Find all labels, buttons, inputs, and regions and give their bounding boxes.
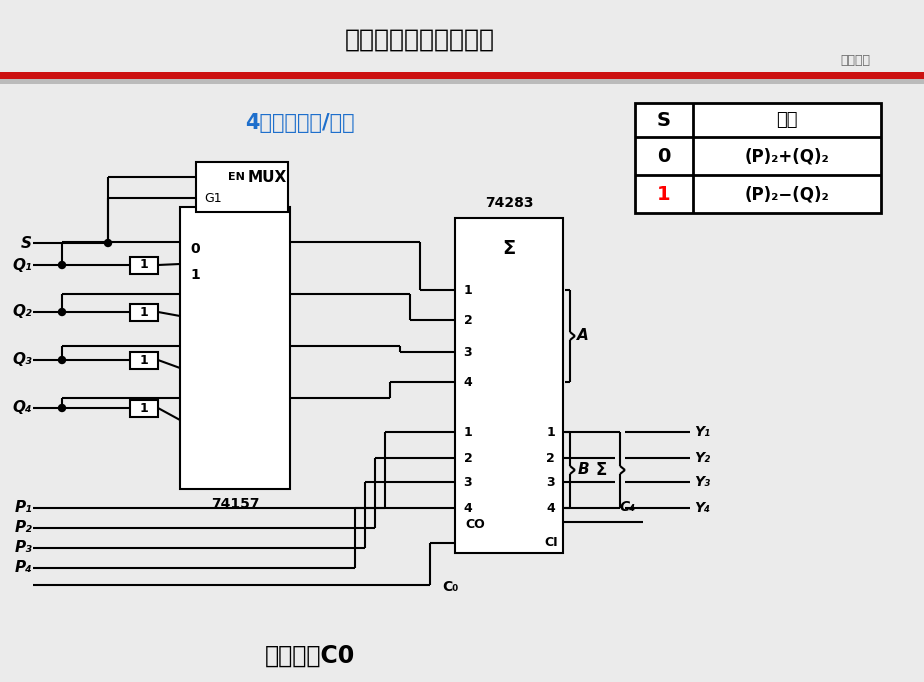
Bar xyxy=(130,304,158,321)
Text: 1: 1 xyxy=(140,353,149,366)
Text: P₃: P₃ xyxy=(14,541,32,556)
Text: Y₄: Y₄ xyxy=(694,501,710,515)
Text: 📷中国大: 📷中国大 xyxy=(840,53,870,67)
Text: 3: 3 xyxy=(464,475,472,488)
Text: (P)₂−(Q)₂: (P)₂−(Q)₂ xyxy=(745,185,830,203)
Text: 1: 1 xyxy=(546,426,555,439)
Text: Y₂: Y₂ xyxy=(694,451,710,465)
Bar xyxy=(196,162,288,212)
Text: Q₁: Q₁ xyxy=(12,258,32,273)
Text: CO: CO xyxy=(465,518,485,531)
Text: 3: 3 xyxy=(546,475,555,488)
Bar xyxy=(180,207,290,489)
Text: 74283: 74283 xyxy=(485,196,533,210)
Bar xyxy=(130,352,158,369)
Text: 1: 1 xyxy=(190,268,200,282)
Text: A: A xyxy=(578,329,589,344)
Text: P₁: P₁ xyxy=(14,501,32,516)
Text: C₀: C₀ xyxy=(442,580,458,594)
Text: 1: 1 xyxy=(464,426,472,439)
Circle shape xyxy=(58,404,66,411)
Text: S: S xyxy=(657,110,671,130)
Bar xyxy=(130,400,158,417)
Text: 4: 4 xyxy=(464,501,472,514)
Text: Q₄: Q₄ xyxy=(12,400,32,415)
Circle shape xyxy=(58,261,66,269)
Text: 4位二进制加/减器: 4位二进制加/减器 xyxy=(245,113,355,133)
Text: Σ: Σ xyxy=(595,461,607,479)
Text: 2: 2 xyxy=(546,451,555,464)
Text: Q₃: Q₃ xyxy=(12,353,32,368)
Text: 用加法器实现减法运算: 用加法器实现减法运算 xyxy=(345,28,495,52)
Bar xyxy=(455,218,563,553)
Text: 2: 2 xyxy=(464,314,472,327)
Text: 0: 0 xyxy=(190,242,200,256)
Text: S: S xyxy=(21,235,32,250)
Text: 0: 0 xyxy=(657,147,671,166)
Text: 1: 1 xyxy=(657,185,671,203)
Text: MUX: MUX xyxy=(248,170,287,185)
Circle shape xyxy=(58,308,66,316)
Text: 1: 1 xyxy=(464,284,472,297)
Text: 1: 1 xyxy=(140,258,149,271)
Bar xyxy=(0,72,924,79)
Text: 1: 1 xyxy=(140,306,149,318)
Text: CI: CI xyxy=(544,537,558,550)
Text: Y₁: Y₁ xyxy=(694,425,710,439)
Text: 1: 1 xyxy=(140,402,149,415)
Text: Y₃: Y₃ xyxy=(694,475,710,489)
Text: G1: G1 xyxy=(204,192,222,205)
Bar xyxy=(130,257,158,274)
Text: C₄: C₄ xyxy=(620,500,636,514)
Text: 功能: 功能 xyxy=(776,111,797,129)
Text: P₄: P₄ xyxy=(14,561,32,576)
Text: 4: 4 xyxy=(546,501,555,514)
Circle shape xyxy=(58,357,66,364)
Text: B: B xyxy=(578,462,589,477)
Bar xyxy=(635,103,881,213)
Bar xyxy=(0,79,924,84)
Text: 进位输入C0: 进位输入C0 xyxy=(265,644,355,668)
Text: 74157: 74157 xyxy=(211,497,260,511)
Text: 4: 4 xyxy=(464,376,472,389)
Text: 3: 3 xyxy=(464,346,472,359)
Text: (P)₂+(Q)₂: (P)₂+(Q)₂ xyxy=(745,147,830,165)
Bar xyxy=(33,148,653,608)
Text: 2: 2 xyxy=(464,451,472,464)
Circle shape xyxy=(104,239,112,246)
Text: Q₂: Q₂ xyxy=(12,304,32,319)
Text: P₂: P₂ xyxy=(14,520,32,535)
Text: Σ: Σ xyxy=(503,239,516,258)
Text: EN: EN xyxy=(228,172,245,182)
